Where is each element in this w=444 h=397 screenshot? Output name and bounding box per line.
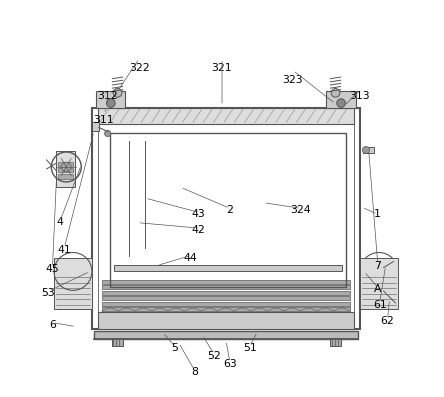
Circle shape xyxy=(61,162,71,172)
Text: 62: 62 xyxy=(381,316,394,326)
Bar xyxy=(92,121,99,131)
Text: 63: 63 xyxy=(223,359,237,369)
Bar xyxy=(98,312,354,329)
Bar xyxy=(58,162,72,166)
Text: 7: 7 xyxy=(374,260,381,270)
Bar xyxy=(326,91,356,108)
Text: 5: 5 xyxy=(171,343,178,353)
Text: 1: 1 xyxy=(374,209,381,219)
Bar xyxy=(94,331,358,339)
Bar xyxy=(96,91,125,108)
Bar xyxy=(92,108,360,329)
Circle shape xyxy=(337,99,345,108)
Text: 41: 41 xyxy=(57,245,71,255)
Text: 323: 323 xyxy=(283,75,303,85)
Text: 2: 2 xyxy=(226,205,233,215)
Text: 6: 6 xyxy=(49,320,56,330)
Circle shape xyxy=(362,146,369,154)
Text: 44: 44 xyxy=(183,252,197,263)
Bar xyxy=(56,151,75,187)
Text: 324: 324 xyxy=(290,205,311,215)
Text: 53: 53 xyxy=(42,288,56,298)
Bar xyxy=(98,108,354,123)
Circle shape xyxy=(104,130,111,137)
Bar xyxy=(360,258,398,309)
Text: A: A xyxy=(374,284,381,294)
Bar xyxy=(363,147,374,153)
Bar xyxy=(102,296,350,300)
Text: 321: 321 xyxy=(212,64,232,73)
Text: 45: 45 xyxy=(46,264,59,274)
Text: 51: 51 xyxy=(243,343,257,353)
Bar xyxy=(102,302,350,306)
Text: 311: 311 xyxy=(93,115,114,125)
Bar xyxy=(102,280,350,283)
Bar xyxy=(102,291,350,295)
Bar xyxy=(58,174,72,179)
Text: 322: 322 xyxy=(129,64,150,73)
Text: 312: 312 xyxy=(97,91,118,101)
Bar xyxy=(102,307,350,311)
Circle shape xyxy=(331,89,340,97)
Circle shape xyxy=(113,89,122,97)
Bar xyxy=(114,265,342,272)
Bar xyxy=(98,114,354,323)
Text: 313: 313 xyxy=(350,91,370,101)
Text: 8: 8 xyxy=(191,367,198,377)
Bar xyxy=(102,285,350,289)
Bar xyxy=(110,133,346,287)
Bar xyxy=(111,338,123,346)
Text: 4: 4 xyxy=(57,217,64,227)
Text: 43: 43 xyxy=(191,209,205,219)
Bar xyxy=(58,168,72,172)
Text: 42: 42 xyxy=(191,225,205,235)
Text: 61: 61 xyxy=(373,300,387,310)
Circle shape xyxy=(107,99,115,108)
Bar xyxy=(330,338,341,346)
Text: 52: 52 xyxy=(207,351,221,361)
Bar xyxy=(54,258,92,309)
